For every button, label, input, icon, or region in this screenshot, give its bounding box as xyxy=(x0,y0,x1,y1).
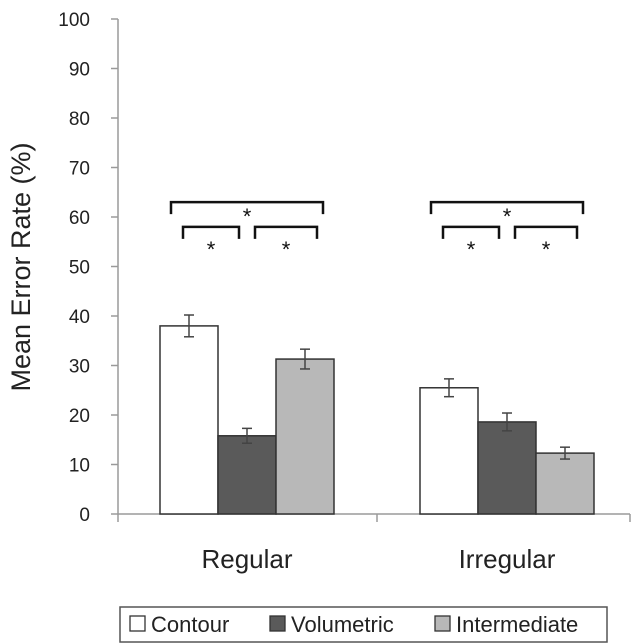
y-tick-label: 20 xyxy=(69,406,90,427)
bar-intermediate-regular xyxy=(275,358,335,515)
significance-bracket xyxy=(181,225,241,239)
category-label-irregular: Irregular xyxy=(459,544,556,574)
bar-volumetric-regular xyxy=(217,435,277,515)
y-tick-label: 60 xyxy=(69,208,90,229)
y-tick-label: 70 xyxy=(69,159,90,180)
legend-frame xyxy=(119,606,608,643)
bar-contour-regular xyxy=(159,325,219,515)
significance-bracket xyxy=(253,225,319,239)
y-tick-label: 90 xyxy=(69,60,90,81)
legend-swatch-intermediate xyxy=(434,615,451,632)
y-axis-title-group: Mean Error Rate (%) xyxy=(6,142,36,391)
error-bars xyxy=(184,314,570,460)
y-ticks: 0 10 20 30 40 50 60 70 80 90 100 xyxy=(58,10,118,526)
y-axis-title: Mean Error Rate (%) xyxy=(6,142,36,391)
significance-star: * xyxy=(207,237,216,262)
legend-swatch-contour xyxy=(129,615,146,632)
significance-star: * xyxy=(467,237,476,262)
bar-intermediate-irregular xyxy=(535,452,595,515)
significance-bracket xyxy=(441,225,501,239)
y-tick-label: 80 xyxy=(69,109,90,130)
significance-star: * xyxy=(243,204,252,229)
category-labels: Regular Irregular xyxy=(201,544,555,574)
y-tick-label: 0 xyxy=(79,505,90,526)
category-label-regular: Regular xyxy=(201,544,292,574)
legend-label-contour: Contour xyxy=(151,612,229,637)
y-tick-label: 50 xyxy=(69,258,90,279)
y-tick-label: 40 xyxy=(69,307,90,328)
y-tick-label: 100 xyxy=(58,10,90,31)
significance-bracket xyxy=(513,225,579,239)
significance-star: * xyxy=(542,237,551,262)
bar-contour-irregular xyxy=(419,387,479,515)
y-tick-label: 10 xyxy=(69,456,90,477)
significance-star: * xyxy=(282,237,291,262)
bars xyxy=(159,325,595,515)
legend: Contour Volumetric Intermediate xyxy=(119,606,608,643)
legend-swatch-volumetric xyxy=(269,615,286,632)
significance-bracket xyxy=(169,200,325,215)
legend-label-volumetric: Volumetric xyxy=(291,612,394,637)
significance-bracket xyxy=(429,200,585,215)
bar-volumetric-irregular xyxy=(477,421,537,515)
significance-brackets: * * * * * * xyxy=(169,200,585,262)
y-tick-label: 30 xyxy=(69,357,90,378)
significance-star: * xyxy=(503,204,512,229)
legend-label-intermediate: Intermediate xyxy=(456,612,578,637)
